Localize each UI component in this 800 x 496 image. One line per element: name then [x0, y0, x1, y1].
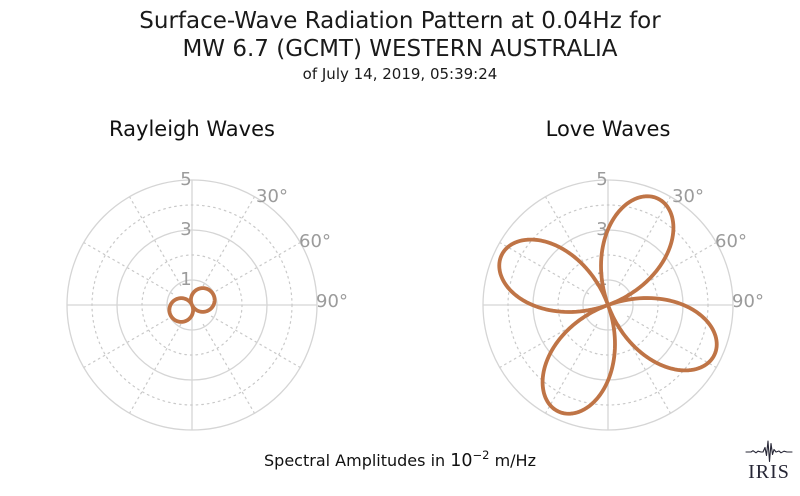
caption-prefix: Spectral Amplitudes in: [264, 451, 446, 470]
theta-tick-label: 60°: [299, 231, 331, 252]
radiation-pattern-line: [167, 286, 217, 324]
r-tick-label: 5: [180, 169, 191, 190]
seismogram-icon: [745, 440, 793, 463]
figure-title-line1: Surface-Wave Radiation Pattern at 0.04Hz…: [139, 8, 661, 34]
theta-tick-label: 90°: [732, 291, 764, 312]
r-tick-label: 5: [596, 169, 607, 190]
r-tick-label: 3: [596, 219, 607, 240]
iris-logo-text: IRIS: [748, 461, 790, 483]
r-tick-label: 1: [180, 269, 191, 290]
iris-logo: IRIS: [741, 438, 797, 482]
love-plot-title: Love Waves: [545, 117, 671, 141]
caption-power-of-ten: 10−2: [450, 448, 490, 471]
rayleigh-polar-plot: 1 3 5 30° 60° 90°: [66, 169, 348, 431]
theta-tick-label: 90°: [316, 291, 348, 312]
r-tick-label: 3: [180, 219, 191, 240]
rayleigh-plot-title: Rayleigh Waves: [109, 117, 275, 141]
figure-subtitle-date: of July 14, 2019, 05:39:24: [302, 65, 498, 83]
figure-title-block: Surface-Wave Radiation Pattern at 0.04Hz…: [0, 7, 800, 83]
amplitude-units-caption: Spectral Amplitudes in 10−2 m/Hz: [0, 448, 800, 471]
theta-tick-label: 30°: [672, 186, 704, 207]
theta-tick-label: 60°: [715, 231, 747, 252]
theta-tick-label: 30°: [256, 186, 288, 207]
caption-suffix: m/Hz: [494, 451, 536, 470]
figure-title-line2: MW 6.7 (GCMT) WESTERN AUSTRALIA: [182, 36, 618, 62]
radiation-pattern-line: [497, 194, 719, 416]
